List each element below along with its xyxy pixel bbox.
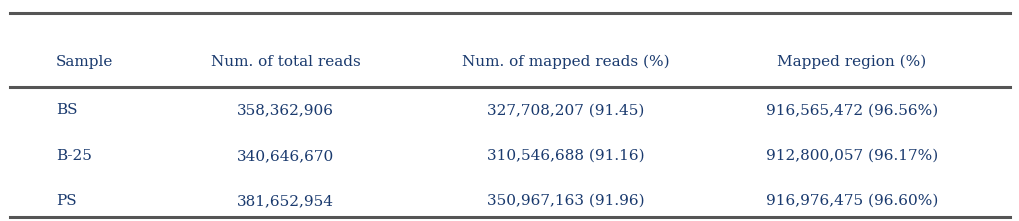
Text: 358,362,906: 358,362,906 [236,103,334,118]
Text: Num. of mapped reads (%): Num. of mapped reads (%) [462,55,669,69]
Text: 912,800,057 (96.17%): 912,800,057 (96.17%) [765,149,936,163]
Text: 340,646,670: 340,646,670 [236,149,334,163]
Text: 916,565,472 (96.56%): 916,565,472 (96.56%) [765,103,936,118]
Text: Num. of total reads: Num. of total reads [211,55,360,69]
Text: 350,967,163 (91.96): 350,967,163 (91.96) [487,194,644,208]
Text: Mapped region (%): Mapped region (%) [776,55,925,69]
Text: Sample: Sample [56,55,113,69]
Text: 381,652,954: 381,652,954 [236,194,334,208]
Text: PS: PS [56,194,76,208]
Text: 327,708,207 (91.45): 327,708,207 (91.45) [487,103,644,118]
Text: BS: BS [56,103,77,118]
Text: 310,546,688 (91.16): 310,546,688 (91.16) [487,149,644,163]
Text: B-25: B-25 [56,149,92,163]
Text: 916,976,475 (96.60%): 916,976,475 (96.60%) [765,194,936,208]
